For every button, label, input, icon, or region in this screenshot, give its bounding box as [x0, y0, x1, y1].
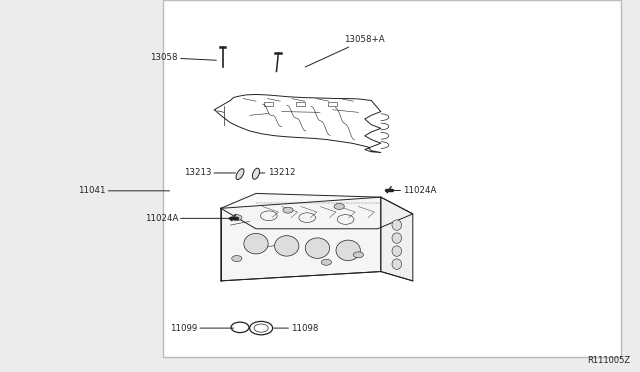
Text: 11041: 11041	[78, 186, 170, 195]
Circle shape	[283, 207, 293, 213]
Circle shape	[232, 256, 242, 262]
Text: 11024A: 11024A	[145, 214, 230, 223]
Ellipse shape	[392, 259, 402, 269]
Circle shape	[232, 215, 242, 221]
Ellipse shape	[252, 168, 260, 179]
Polygon shape	[221, 197, 381, 281]
Ellipse shape	[275, 236, 299, 256]
Ellipse shape	[392, 246, 402, 256]
Bar	[328, 102, 337, 106]
Text: R111005Z: R111005Z	[588, 356, 630, 365]
Text: 13058+A: 13058+A	[305, 35, 385, 67]
Text: 13213: 13213	[184, 169, 236, 177]
Ellipse shape	[244, 234, 268, 254]
Text: 11098: 11098	[274, 324, 319, 333]
Text: 13058: 13058	[150, 53, 216, 62]
Ellipse shape	[392, 233, 402, 243]
Ellipse shape	[336, 240, 360, 261]
Polygon shape	[221, 193, 413, 229]
Ellipse shape	[236, 169, 244, 180]
Bar	[296, 102, 305, 106]
Polygon shape	[381, 197, 413, 281]
Text: 11099: 11099	[170, 324, 234, 333]
Ellipse shape	[392, 220, 402, 230]
Circle shape	[321, 259, 332, 265]
Circle shape	[334, 203, 344, 209]
Bar	[163, 0, 621, 357]
Text: 13212: 13212	[253, 169, 295, 177]
Ellipse shape	[305, 238, 330, 259]
Bar	[264, 102, 273, 106]
Text: 11024A: 11024A	[390, 186, 436, 195]
Circle shape	[353, 252, 364, 258]
